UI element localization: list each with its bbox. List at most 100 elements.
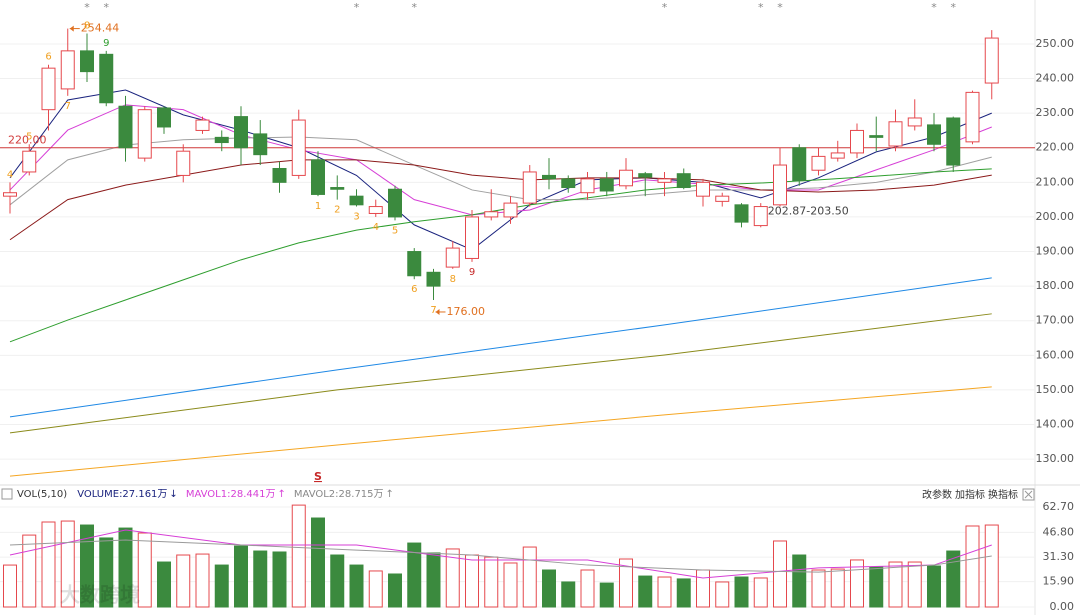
y-tick-label: 240.00 bbox=[1036, 72, 1075, 85]
candle-body bbox=[118, 105, 133, 149]
indicator-button[interactable]: 加指标 bbox=[955, 488, 985, 501]
candle-body bbox=[80, 50, 94, 73]
indicator-button[interactable]: 换指标 bbox=[988, 488, 1018, 501]
volume-bar bbox=[330, 554, 345, 608]
y-tick-label: 0.00 bbox=[1050, 600, 1075, 613]
volume-bar bbox=[137, 532, 152, 608]
candle-body bbox=[522, 171, 537, 204]
volume-bar bbox=[869, 566, 884, 608]
candle-body bbox=[965, 91, 980, 143]
volume-bar bbox=[984, 524, 999, 608]
candle-body bbox=[792, 147, 807, 182]
indicator-arrow: ↑ bbox=[277, 489, 285, 500]
volume-bar bbox=[41, 521, 56, 608]
indicator-arrow: ↑ bbox=[386, 489, 394, 500]
close-icon[interactable] bbox=[1022, 488, 1035, 501]
candle-body bbox=[599, 178, 614, 192]
watermark: 大数跨境 bbox=[60, 583, 140, 607]
y-tick-label: 15.90 bbox=[1043, 575, 1075, 588]
volume-bar bbox=[657, 576, 672, 608]
top-marker: * bbox=[84, 1, 90, 14]
sequence-count: 6 bbox=[411, 284, 417, 295]
volume-bar bbox=[291, 504, 306, 608]
volume-bar bbox=[311, 517, 325, 608]
volume-bar bbox=[407, 542, 422, 608]
volume-bar bbox=[773, 540, 787, 608]
candle-body bbox=[676, 173, 691, 189]
y-tick-label: 130.00 bbox=[1036, 452, 1075, 465]
volume-bar bbox=[118, 527, 133, 608]
moving-average bbox=[9, 89, 992, 251]
y-tick-label: 180.00 bbox=[1036, 279, 1075, 292]
sequence-count: 6 bbox=[45, 52, 51, 63]
moving-average bbox=[9, 277, 992, 418]
sequence-count: 9 bbox=[103, 38, 109, 49]
volume-bar bbox=[484, 556, 499, 608]
volume-bar bbox=[638, 575, 653, 608]
y-tick-label: 210.00 bbox=[1036, 175, 1075, 188]
y-tick-label: 200.00 bbox=[1036, 210, 1075, 223]
top-marker: * bbox=[412, 1, 418, 14]
volume-bar bbox=[465, 554, 479, 608]
indicator-header: MAVOL1:28.441万 bbox=[186, 489, 276, 500]
y-tick-label: 31.30 bbox=[1043, 550, 1075, 563]
top-marker: * bbox=[951, 1, 957, 14]
volume-bar bbox=[503, 562, 518, 608]
y-tick-label: 230.00 bbox=[1036, 106, 1075, 119]
extreme-label: 176.00 bbox=[447, 305, 486, 318]
candle-body bbox=[830, 152, 845, 159]
candle-body bbox=[137, 109, 152, 159]
volume-bar bbox=[22, 534, 37, 608]
candle-body bbox=[888, 121, 903, 147]
moving-average bbox=[9, 159, 992, 241]
candle-body bbox=[195, 119, 210, 131]
indicator-button[interactable]: 改参数 bbox=[922, 488, 952, 501]
volume-bar bbox=[349, 564, 364, 608]
y-tick-label: 46.80 bbox=[1043, 525, 1075, 538]
candle-body bbox=[22, 150, 37, 173]
extreme-label: 254.44 bbox=[81, 22, 120, 35]
sequence-count: 4 bbox=[373, 222, 379, 233]
candle-body bbox=[99, 53, 114, 104]
y-tick-label: 160.00 bbox=[1036, 348, 1075, 361]
volume-bar bbox=[542, 569, 556, 608]
volume-bar bbox=[715, 581, 730, 608]
volume-bar bbox=[426, 552, 441, 608]
candle-body bbox=[715, 195, 730, 202]
signal-marker: S bbox=[314, 470, 322, 483]
volume-bar bbox=[99, 537, 114, 608]
candle-body bbox=[214, 136, 229, 144]
moving-average bbox=[9, 313, 992, 434]
candle-body bbox=[445, 247, 460, 268]
volume-bar bbox=[157, 561, 171, 608]
volume-bar bbox=[445, 548, 460, 608]
candle-body bbox=[907, 117, 922, 127]
help-icon[interactable] bbox=[1, 488, 13, 500]
volume-bar bbox=[830, 568, 845, 608]
candle-body bbox=[253, 133, 268, 156]
candle-body bbox=[484, 211, 499, 218]
candle-body bbox=[41, 67, 56, 111]
volume-bar bbox=[580, 569, 595, 608]
candle-body bbox=[542, 174, 556, 180]
indicator-header: VOL(5,10) bbox=[17, 489, 67, 500]
sequence-count: 7 bbox=[430, 305, 436, 316]
volume-bar bbox=[195, 553, 210, 608]
volume-bar bbox=[734, 576, 749, 608]
candle-body bbox=[946, 117, 961, 166]
moving-average bbox=[9, 136, 992, 206]
candle-body bbox=[657, 178, 672, 183]
candle-body bbox=[176, 150, 191, 176]
volume-bar bbox=[234, 545, 248, 608]
candle-body bbox=[291, 119, 306, 176]
y-tick-label: 62.70 bbox=[1043, 500, 1075, 513]
moving-average bbox=[9, 386, 992, 477]
candle-body bbox=[869, 135, 884, 138]
candle-body bbox=[561, 178, 576, 189]
volume-bar bbox=[599, 582, 614, 608]
candle-body bbox=[696, 181, 710, 197]
volume-bar bbox=[927, 565, 941, 608]
volume-bar bbox=[368, 570, 383, 608]
sequence-count: 8 bbox=[450, 274, 456, 285]
indicator-header: VOLUME:27.161万 bbox=[77, 489, 167, 500]
